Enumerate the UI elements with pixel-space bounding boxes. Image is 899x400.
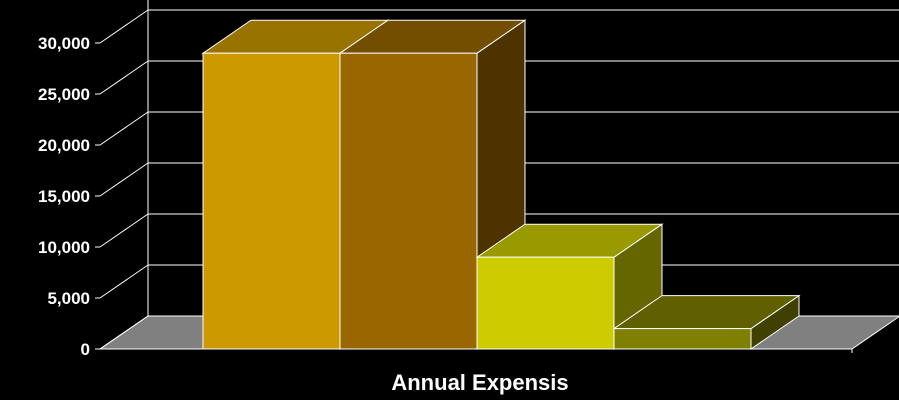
gridline-diagonal xyxy=(99,9,149,44)
gridline-diagonal xyxy=(99,264,149,299)
y-tick-label: 25,000 xyxy=(38,85,90,104)
y-tick-label: 20,000 xyxy=(38,136,90,155)
gridline-diagonal xyxy=(99,213,149,248)
bar-4 xyxy=(612,294,801,350)
y-tick-label: 5,000 xyxy=(47,289,90,308)
bar-front-face xyxy=(202,52,341,350)
gridline-diagonal xyxy=(99,60,149,95)
gridline-diagonal xyxy=(99,111,149,146)
x-axis-title: Annual Expensis xyxy=(391,370,568,395)
y-tick-label: 10,000 xyxy=(38,238,90,257)
y-axis xyxy=(95,42,853,353)
bar-front-face xyxy=(476,256,615,350)
bar-front-face xyxy=(613,328,752,350)
bar-front-face xyxy=(339,52,478,350)
y-tick-label: 30,000 xyxy=(38,34,90,53)
bars xyxy=(201,19,801,350)
y-tick-label: 0 xyxy=(81,340,90,359)
y-tick-label: 15,000 xyxy=(38,187,90,206)
bar-3 xyxy=(475,223,664,350)
y-tick-labels: 0 5,000 10,000 15,000 20,000 25,000 30,000 xyxy=(38,34,90,359)
gridline-diagonal xyxy=(99,162,149,197)
floor-left-edge xyxy=(99,315,149,350)
